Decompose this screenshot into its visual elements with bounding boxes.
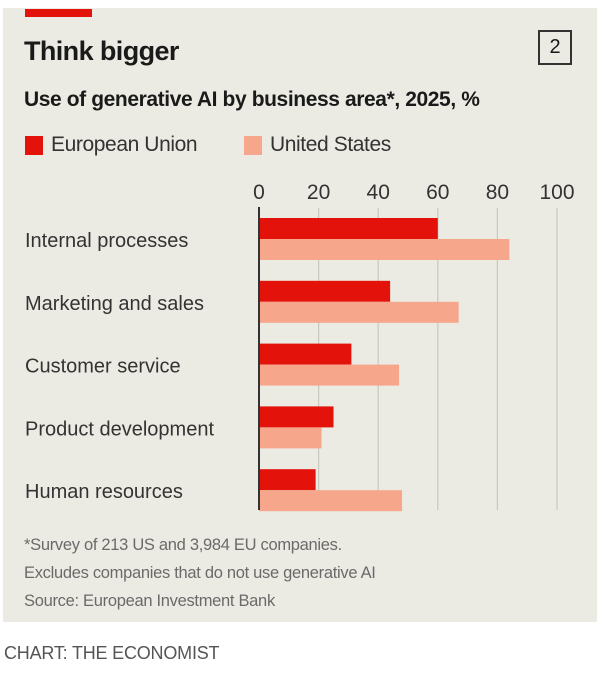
bar-us [259, 427, 322, 449]
category-label: Internal processes [25, 230, 188, 252]
bar-eu [259, 280, 391, 302]
bar-eu [259, 406, 334, 428]
chart-credit: CHART: THE ECONOMIST [4, 643, 220, 663]
chart-title: Think bigger [24, 36, 179, 66]
bar-eu [259, 218, 438, 239]
x-tick-label: 0 [253, 181, 265, 204]
x-tick-label: 20 [307, 181, 330, 204]
x-tick-label: 100 [539, 181, 574, 204]
bar-eu [259, 469, 316, 491]
source-line: Source: European Investment Bank [24, 592, 275, 610]
bar-us [259, 239, 510, 260]
bar-us [259, 301, 459, 323]
legend-item-eu: European Union [25, 133, 198, 156]
legend-label-eu: European Union [51, 133, 198, 156]
x-tick-label: 40 [367, 181, 390, 204]
bar-eu [259, 343, 352, 365]
footnote-line: *Survey of 213 US and 3,984 EU companies… [24, 536, 342, 554]
chart-number-badge: 2 [538, 30, 572, 65]
legend-swatch-us [244, 135, 262, 155]
legend-swatch-eu [25, 135, 43, 155]
legend-label-us: United States [270, 133, 391, 156]
bar-us [259, 364, 400, 386]
economist-red-tag [25, 9, 92, 17]
footnote-line: Excludes companies that do not use gener… [24, 564, 376, 582]
chart-subtitle: Use of generative AI by business area*, … [24, 88, 480, 111]
category-label: Human resources [25, 481, 183, 503]
category-label: Marketing and sales [25, 293, 204, 315]
footnote: *Survey of 213 US and 3,984 EU companies… [24, 531, 376, 615]
legend-item-us: United States [244, 133, 391, 156]
category-label: Customer service [25, 356, 181, 378]
bar-us [259, 490, 403, 512]
category-label: Product development [25, 418, 214, 440]
x-tick-label: 80 [486, 181, 509, 204]
x-tick-label: 60 [426, 181, 449, 204]
